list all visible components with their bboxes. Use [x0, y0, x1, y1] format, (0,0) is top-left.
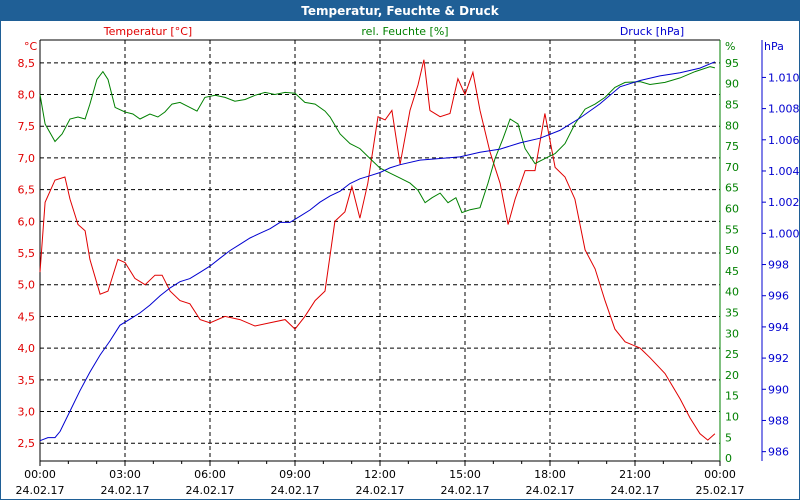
temp-tick-label: 3,0 [18, 406, 36, 419]
pressure-unit-label: hPa [764, 40, 784, 53]
humidity-tick-label: 30 [725, 327, 739, 340]
humidity-tick-label: 60 [725, 202, 739, 215]
humidity-tick-label: 85 [725, 98, 739, 111]
pressure-tick-label: 1.006 [768, 134, 800, 147]
temp-tick-label: 8,5 [18, 57, 36, 70]
humidity-unit-label: % [725, 40, 735, 53]
x-tick-date: 24.02.17 [101, 484, 150, 497]
temp-tick-label: 7,5 [18, 120, 36, 133]
x-tick-time: 03:00 [109, 468, 141, 481]
pressure-tick-label: 1.000 [768, 227, 800, 240]
x-tick-time: 15:00 [449, 468, 481, 481]
temp-tick-label: 8,0 [18, 89, 36, 102]
pressure-tick-label: 996 [768, 290, 789, 303]
humidity-tick-label: 15 [725, 390, 739, 403]
x-tick-date: 24.02.17 [526, 484, 575, 497]
temp-tick-label: 4,5 [18, 310, 36, 323]
temp-tick-label: 5,0 [18, 279, 36, 292]
x-tick-time: 00:00 [24, 468, 56, 481]
x-tick-date: 24.02.17 [441, 484, 490, 497]
pressure-tick-label: 986 [768, 446, 789, 459]
humidity-tick-label: 20 [725, 369, 739, 382]
pressure-tick-label: 1.008 [768, 103, 800, 116]
series-line-hum [39, 66, 716, 214]
humidity-tick-label: 70 [725, 161, 739, 174]
humidity-tick-label: 80 [725, 119, 739, 132]
x-tick-date: 24.02.17 [271, 484, 320, 497]
temp-tick-label: 5,5 [18, 247, 36, 260]
humidity-tick-label: 55 [725, 223, 739, 236]
legend-entry-temp: Temperatur [°C] [103, 25, 192, 38]
humidity-tick-label: 0 [725, 452, 732, 465]
temp-tick-label: 6,5 [18, 184, 36, 197]
pressure-tick-label: 998 [768, 259, 789, 272]
x-tick-time: 09:00 [279, 468, 311, 481]
x-tick-time: 18:00 [534, 468, 566, 481]
pressure-tick-label: 994 [768, 321, 789, 334]
series-line-pres [39, 61, 716, 442]
x-tick-time: 00:00 [704, 468, 736, 481]
humidity-tick-label: 95 [725, 57, 739, 70]
x-tick-date: 24.02.17 [16, 484, 65, 497]
humidity-tick-label: 90 [725, 78, 739, 91]
humidity-tick-label: 25 [725, 348, 739, 361]
temp-tick-label: 4,0 [18, 342, 36, 355]
x-tick-time: 21:00 [619, 468, 651, 481]
pressure-tick-label: 1.010 [768, 71, 800, 84]
x-tick-date: 24.02.17 [186, 484, 235, 497]
legend-entry-hum: rel. Feuchte [%] [361, 25, 448, 38]
x-tick-time: 06:00 [194, 468, 226, 481]
window-title: Temperatur, Feuchte & Druck [1, 1, 799, 21]
temp-tick-label: 6,0 [18, 215, 36, 228]
temp-tick-label: 7,0 [18, 152, 36, 165]
temp-tick-label: 3,5 [18, 374, 36, 387]
pressure-tick-label: 988 [768, 414, 789, 427]
temp-unit-label: °C [24, 40, 38, 53]
series-line-temp [39, 59, 716, 441]
x-tick-time: 12:00 [364, 468, 396, 481]
humidity-tick-label: 10 [725, 410, 739, 423]
humidity-tick-label: 40 [725, 286, 739, 299]
humidity-tick-label: 45 [725, 265, 739, 278]
humidity-tick-label: 50 [725, 244, 739, 257]
pressure-tick-label: 1.004 [768, 165, 800, 178]
legend-entry-pres: Druck [hPa] [620, 25, 684, 38]
pressure-tick-label: 1.002 [768, 196, 800, 209]
x-tick-date: 24.02.17 [356, 484, 405, 497]
pressure-tick-label: 990 [768, 383, 789, 396]
humidity-tick-label: 65 [725, 182, 739, 195]
temp-tick-label: 2,5 [18, 437, 36, 450]
x-tick-date: 25.02.17 [696, 484, 745, 497]
humidity-tick-label: 5 [725, 431, 732, 444]
pressure-tick-label: 992 [768, 352, 789, 365]
x-tick-date: 24.02.17 [611, 484, 660, 497]
humidity-tick-label: 75 [725, 140, 739, 153]
humidity-tick-label: 35 [725, 306, 739, 319]
